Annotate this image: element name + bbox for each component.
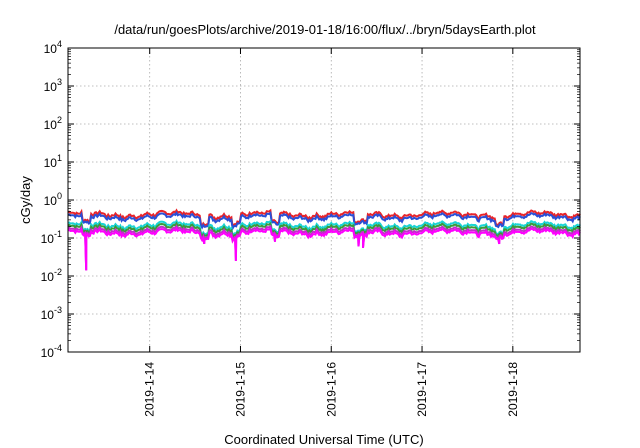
x-tick-label: 2019-1-17: [415, 362, 429, 417]
x-tick-label: 2019-1-16: [324, 362, 338, 417]
grid: [68, 47, 580, 353]
y-tick-label: 10-1: [41, 229, 62, 246]
y-tick-label: 103: [44, 77, 62, 94]
series-line-1: [67, 208, 581, 230]
series-line-4: [67, 221, 581, 241]
x-ticks: 2019-1-14 2019-1-15 2019-1-16 2019-1-17 2019…: [143, 48, 520, 417]
x-tick-label: 2019-1-18: [506, 362, 520, 417]
x-tick-label: 2019-1-15: [233, 362, 247, 417]
series-line-2: [67, 210, 581, 232]
x-axis-label: Coordinated Universal Time (UTC): [224, 432, 423, 447]
series-line-6: [67, 226, 581, 271]
series-line-3: [67, 218, 581, 239]
y-tick-label: 101: [44, 153, 62, 170]
y-tick-label: 100: [44, 191, 62, 208]
y-tick-label: 10-4: [41, 343, 62, 360]
series-group: [67, 208, 581, 271]
y-axis-label: cGy/day: [18, 176, 33, 224]
chart-title: /data/run/goesPlots/archive/2019-01-18/1…: [114, 22, 536, 37]
series-line-5: [67, 224, 581, 271]
y-tick-label: 10-3: [41, 305, 62, 322]
y-tick-label: 104: [44, 39, 62, 56]
y-tick-label: 10-2: [41, 267, 62, 284]
y-ticks: 10-4 10-3 10-2 10-1 100 101 102 103 104: [41, 39, 580, 360]
x-tick-label: 2019-1-14: [143, 362, 157, 417]
y-tick-label: 102: [44, 115, 62, 132]
